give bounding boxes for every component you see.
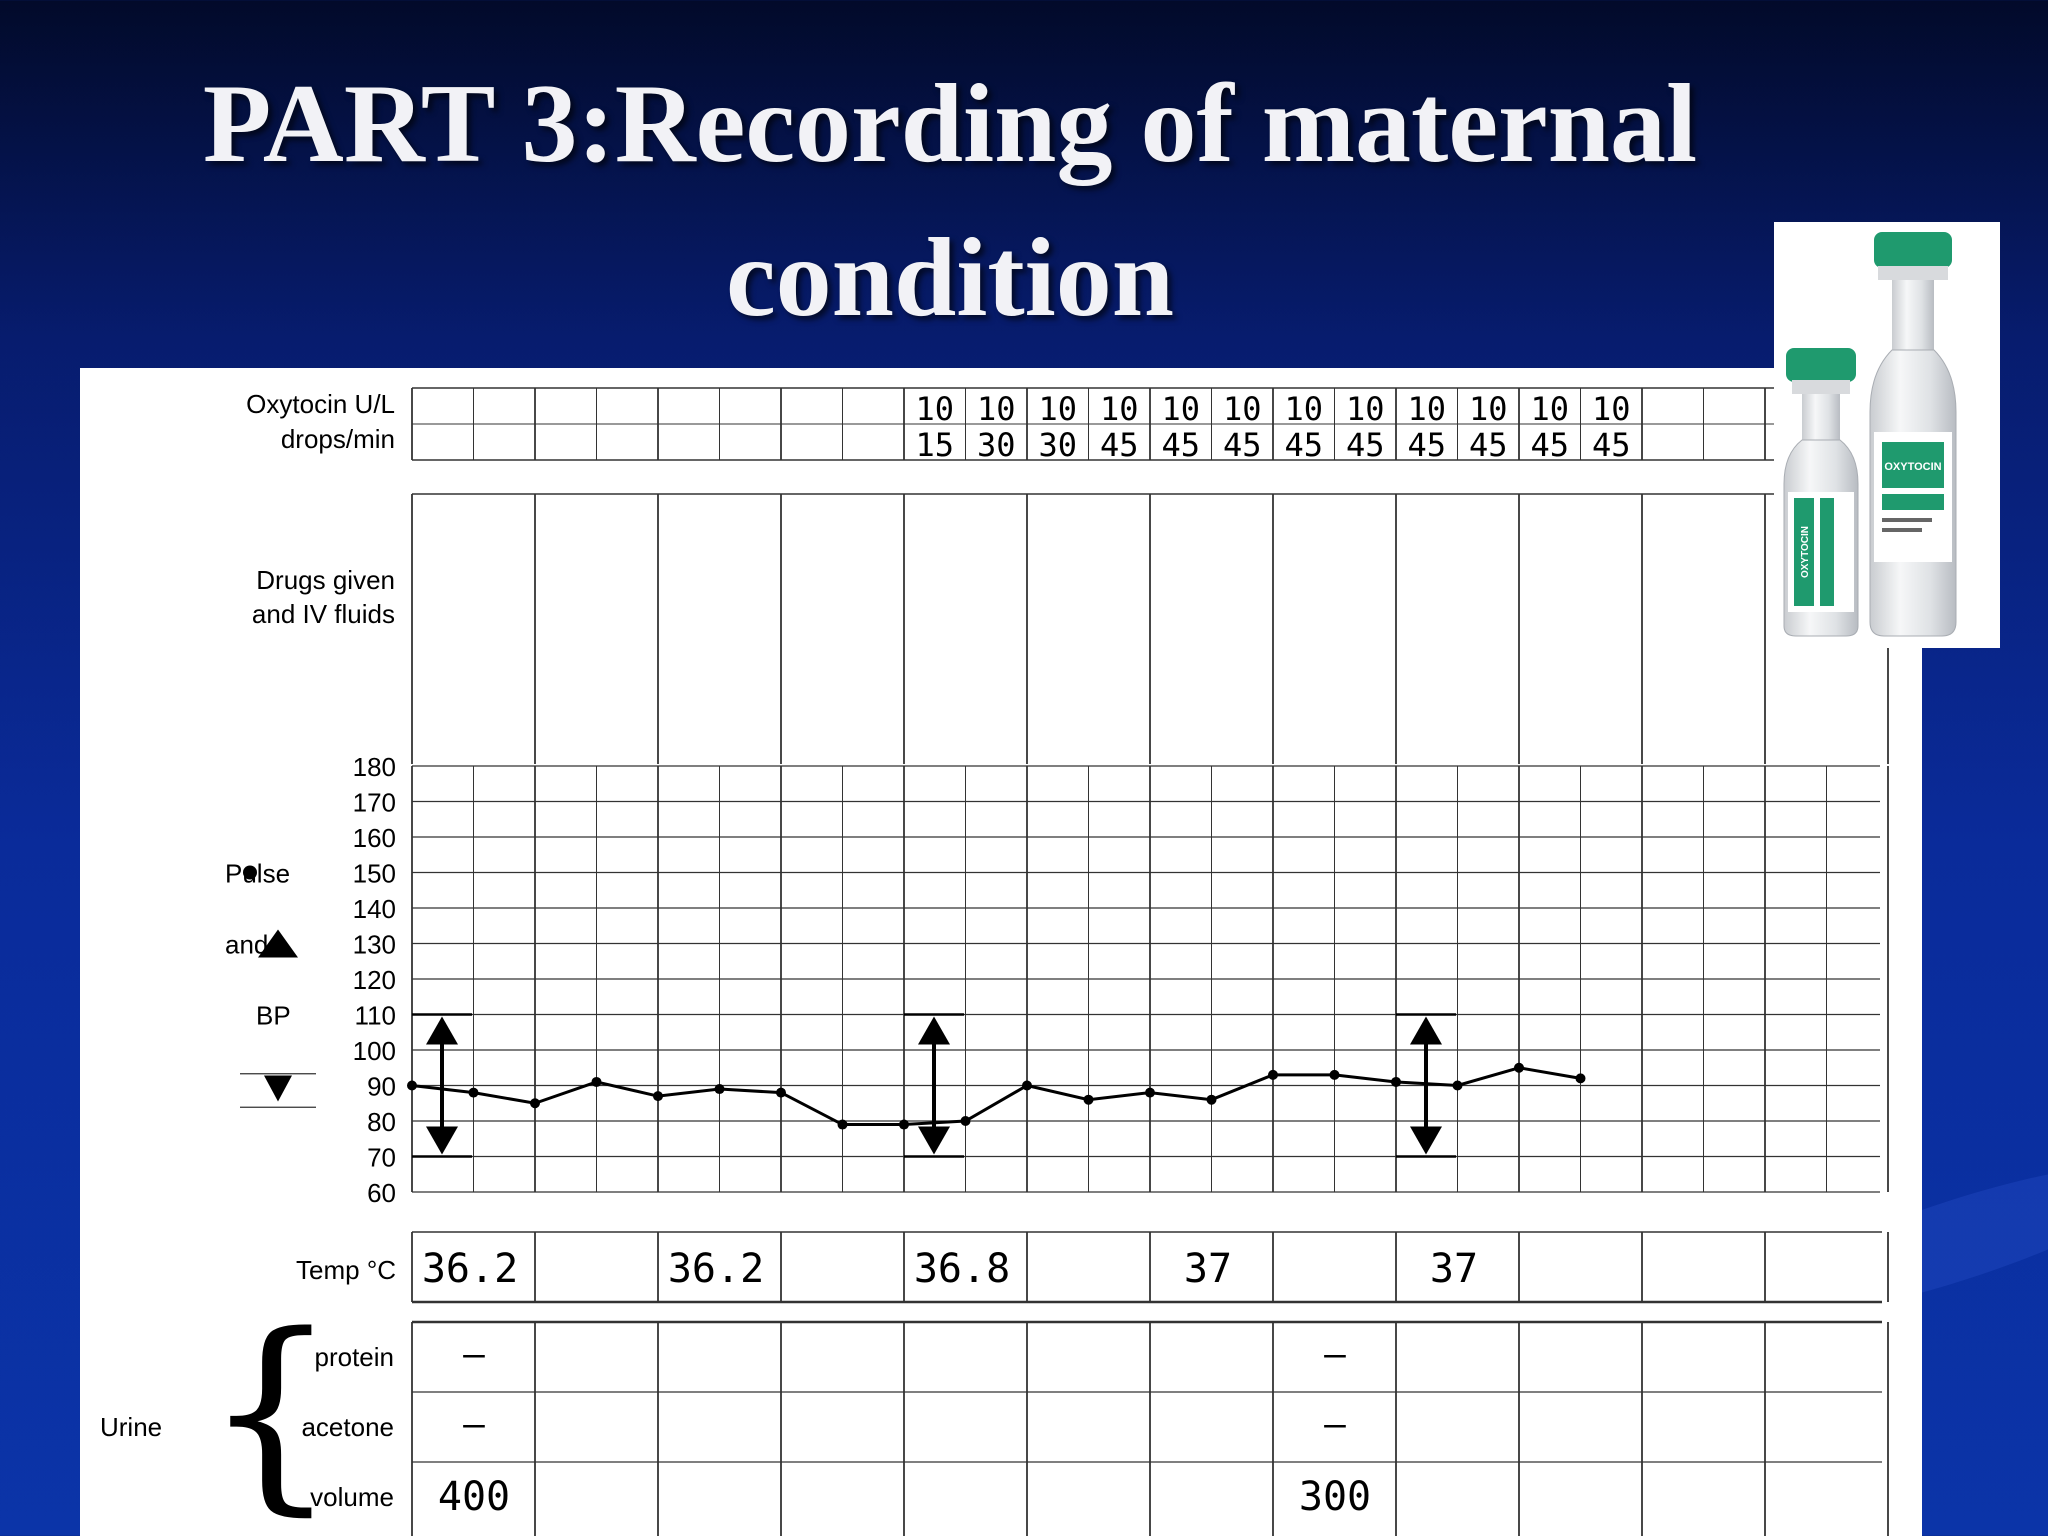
temp-label: Temp °C: [296, 1255, 396, 1285]
oxytocin-units-value: 10: [1469, 390, 1508, 428]
pulse-point: [714, 1084, 725, 1095]
drops-value: 45: [1346, 426, 1385, 464]
y-tick-label: 70: [367, 1143, 396, 1173]
drops-label: drops/min: [281, 424, 395, 454]
oxytocin-units-value: 10: [1407, 390, 1446, 428]
drops-value: 45: [1469, 426, 1508, 464]
urine-volume-value: 400: [438, 1474, 510, 1520]
urine-protein-label: protein: [315, 1342, 395, 1372]
bp-systolic-arrow: [1410, 1016, 1442, 1045]
oxytocin-units-value: 10: [1284, 390, 1323, 428]
oxytocin-units-value: 10: [1038, 390, 1077, 428]
temp-value: 37: [1184, 1246, 1232, 1292]
pulse-point: [1329, 1069, 1340, 1080]
urine-volume-label: volume: [310, 1482, 394, 1512]
drops-value: 45: [1592, 426, 1631, 464]
large-vial: OXYTOCIN: [1869, 232, 1957, 637]
pulse-point: [960, 1116, 971, 1126]
small-vial: OXYTOCIN: [1783, 348, 1859, 637]
urine-protein-value: —: [1324, 1334, 1346, 1375]
y-tick-label: 110: [355, 1001, 396, 1031]
urine-volume-value: 300: [1299, 1474, 1371, 1520]
pulse-point: [1083, 1094, 1094, 1105]
oxytocin-units-value: 10: [1161, 390, 1200, 428]
oxytocin-units-value: 10: [1223, 390, 1262, 428]
y-tick-label: 140: [353, 894, 396, 924]
pulse-point: [1268, 1069, 1278, 1080]
y-tick-label: 130: [353, 930, 396, 960]
pulse-point: [530, 1098, 540, 1109]
drops-value: 30: [977, 426, 1016, 464]
bp-diastolic-arrow: [426, 1126, 458, 1155]
diastolic-arrow-icon: [264, 1075, 292, 1102]
svg-text:OXYTOCIN: OXYTOCIN: [1800, 526, 1811, 578]
temp-value: 36.2: [422, 1246, 518, 1292]
oxytocin-units-value: 10: [977, 390, 1016, 428]
urine-label: Urine: [100, 1412, 162, 1442]
y-tick-label: 100: [353, 1036, 396, 1066]
svg-text:OXYTOCIN: OXYTOCIN: [1884, 461, 1941, 473]
urine-acetone-value: —: [463, 1404, 485, 1445]
pulse-label: Pulse: [225, 859, 290, 889]
oxytocin-units-value: 10: [1346, 390, 1385, 428]
drops-value: 45: [1530, 426, 1569, 464]
bp-diastolic-arrow: [918, 1126, 950, 1155]
drops-value: 45: [1223, 426, 1262, 464]
drops-value: 45: [1284, 426, 1323, 464]
temp-value: 36.8: [914, 1246, 1010, 1292]
pulse-point: [837, 1119, 848, 1130]
pulse-point: [1206, 1094, 1217, 1105]
drugs-label: Drugs given: [256, 565, 395, 595]
pulse-point: [1391, 1076, 1401, 1087]
y-tick-label: 180: [353, 752, 396, 782]
iv-fluids-label: and IV fluids: [252, 599, 395, 629]
drops-value: 45: [1161, 426, 1200, 464]
pulse-point: [468, 1087, 479, 1098]
oxytocin-units-value: 10: [1530, 390, 1569, 428]
pulse-point: [776, 1087, 786, 1098]
pulse-point: [1514, 1062, 1524, 1073]
pulse-point: [1575, 1073, 1586, 1084]
pulse-point: [1145, 1087, 1155, 1098]
pulse-point: [591, 1076, 602, 1087]
drops-value: 45: [1100, 426, 1139, 464]
drops-value: 15: [915, 426, 954, 464]
systolic-arrow-icon: [258, 929, 298, 958]
urine-brace: {: [204, 1289, 338, 1534]
bp-label: BP: [256, 1001, 291, 1031]
bp-systolic-arrow: [426, 1016, 458, 1045]
pulse-marker-icon: [243, 865, 257, 880]
oxytocin-label: Oxytocin U/L: [246, 389, 395, 419]
slide-title-continued: condition: [725, 216, 1175, 340]
y-tick-label: 60: [367, 1178, 396, 1208]
drops-value: 30: [1038, 426, 1077, 464]
bp-systolic-arrow: [918, 1016, 950, 1045]
urine-acetone-value: —: [1324, 1404, 1346, 1445]
y-tick-label: 120: [353, 965, 396, 995]
temp-value: 36.2: [668, 1246, 764, 1292]
y-tick-label: 160: [353, 823, 396, 853]
pulse-point: [1452, 1080, 1463, 1091]
oxytocin-units-value: 10: [1592, 390, 1631, 428]
drops-value: 45: [1407, 426, 1446, 464]
pulse-point: [653, 1091, 663, 1102]
temp-value: 37: [1430, 1246, 1478, 1292]
pulse-point: [1022, 1080, 1032, 1091]
slide-title: PART 3:Recording of maternal: [202, 62, 1698, 186]
pulse-point: [899, 1119, 909, 1130]
y-tick-label: 80: [367, 1107, 396, 1137]
oxytocin-vials-image: OXYTOCIN OXYTOCIN: [1774, 222, 2000, 648]
pulse-line: [411, 1066, 1581, 1127]
bp-diastolic-arrow: [1410, 1126, 1442, 1155]
oxytocin-units-value: 10: [1100, 390, 1139, 428]
y-tick-label: 90: [367, 1072, 396, 1102]
urine-protein-value: —: [463, 1334, 485, 1375]
pulse-point: [407, 1080, 417, 1091]
y-tick-label: 150: [353, 859, 396, 889]
urine-acetone-label: acetone: [301, 1412, 394, 1442]
oxytocin-units-value: 10: [915, 390, 954, 428]
y-tick-label: 170: [353, 788, 396, 818]
partograph-panel: Oxytocin U/L drops/min 10 10 10 10 10 10 10 10 10 1…: [80, 368, 1922, 1536]
